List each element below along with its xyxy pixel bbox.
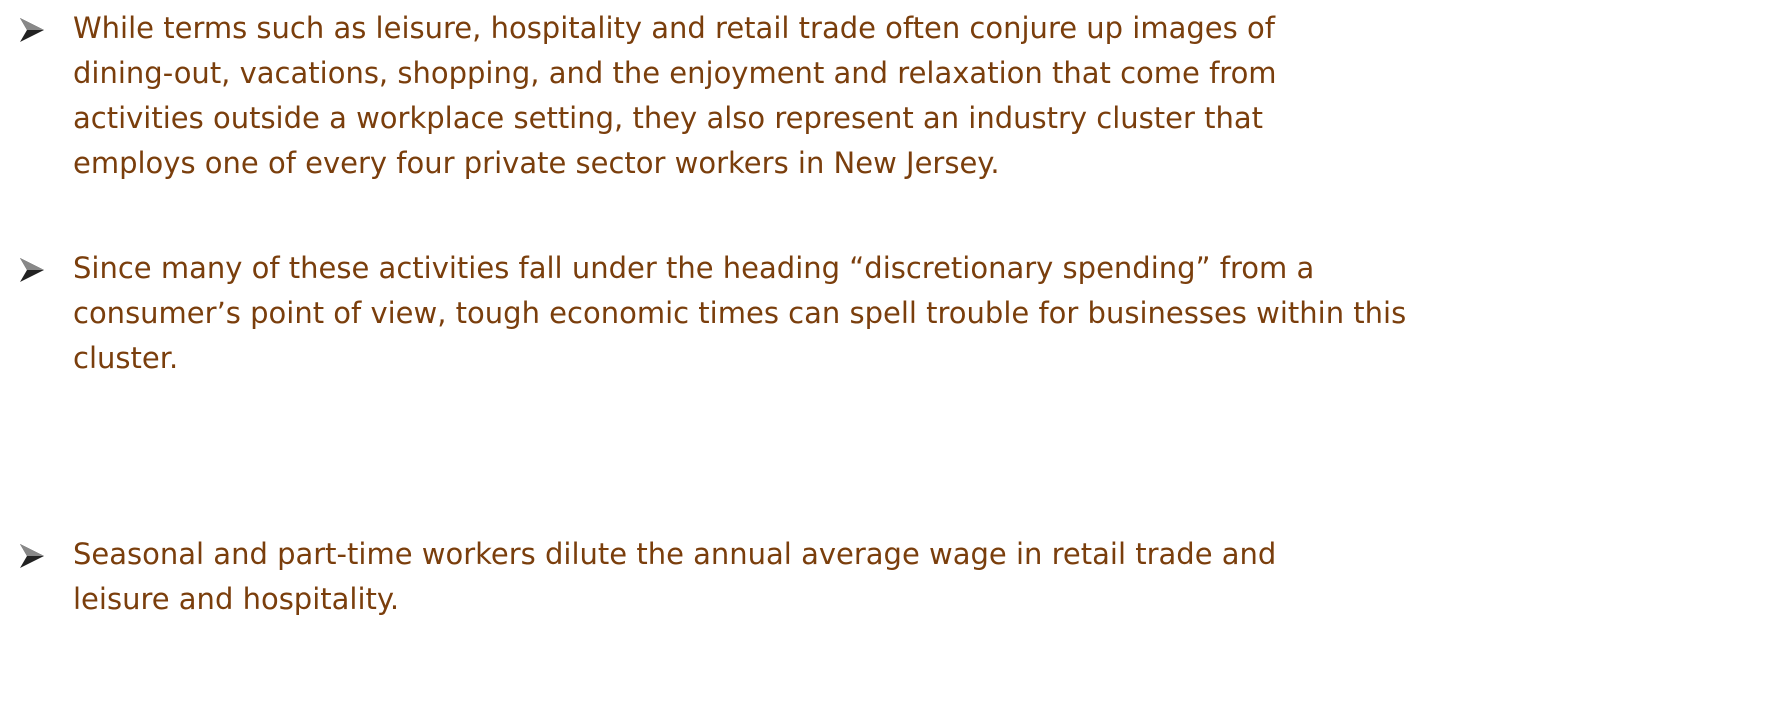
bullet-arrow [20, 258, 44, 282]
text-line: Since many of these activities fall unde… [73, 251, 1315, 285]
text-line: Seasonal and part-time workers dilute th… [73, 537, 1277, 571]
text-line: consumer’s point of view, tough economic… [73, 296, 1407, 330]
bullet-arrow [20, 18, 44, 42]
text-line: cluster. [73, 341, 179, 375]
text-line: employs one of every four private sector… [73, 146, 1000, 180]
bullet-text: Since many of these activities fall unde… [73, 246, 1406, 381]
bullet-arrow [20, 544, 44, 568]
text-line: dining-out, vacations, shopping, and the… [73, 56, 1277, 90]
bullet-text: Seasonal and part-time workers dilute th… [73, 532, 1276, 622]
text-line: activities outside a workplace setting, … [73, 101, 1264, 135]
text-line: leisure and hospitality. [73, 582, 400, 616]
text-line: While terms such as leisure, hospitality… [73, 11, 1275, 45]
bullet-text: While terms such as leisure, hospitality… [73, 6, 1277, 186]
